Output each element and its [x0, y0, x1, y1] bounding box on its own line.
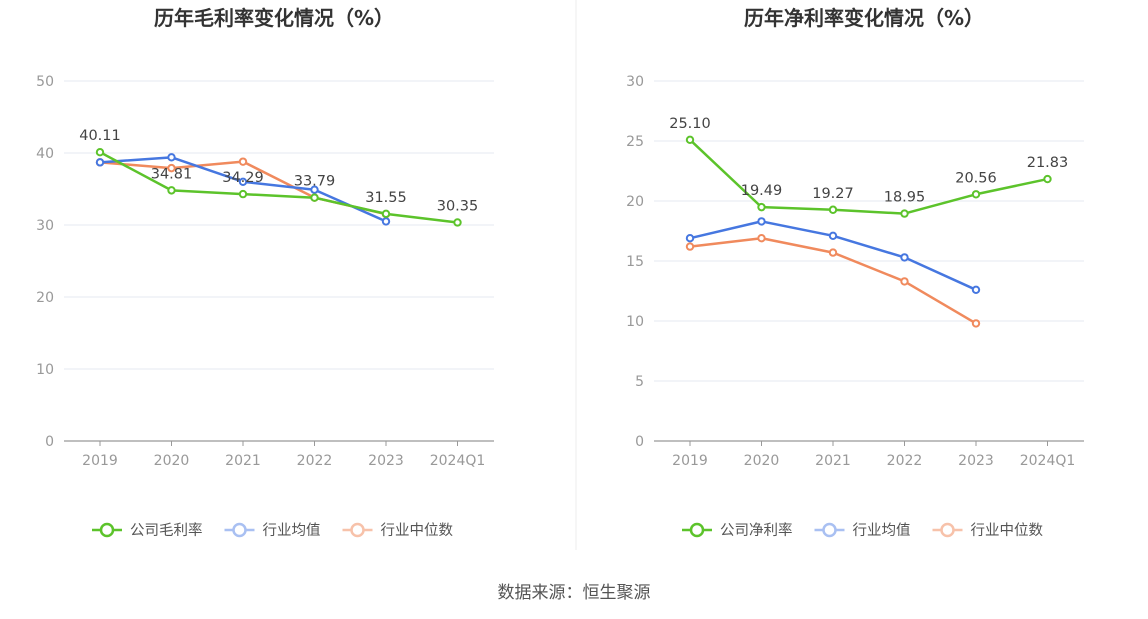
data-point	[900, 277, 909, 286]
legend-marker-icon	[822, 522, 837, 538]
y-tick-label: 25	[626, 134, 644, 150]
x-tick-label: 2024Q1	[1020, 453, 1076, 469]
legend-marker-icon	[350, 522, 365, 538]
series-avg	[685, 217, 981, 294]
series-line-company	[689, 138, 1048, 215]
data-point	[971, 285, 981, 294]
x-tick-label: 2020	[154, 453, 190, 469]
legend-item-company[interactable]: 公司净利率	[682, 522, 793, 539]
series-company	[685, 135, 1052, 218]
data-label: 40.11	[79, 128, 121, 144]
y-tick-label: 0	[635, 434, 644, 450]
data-label: 21.83	[1027, 155, 1069, 171]
y-tick-label: 10	[626, 314, 644, 330]
x-tick-label: 2024Q1	[430, 453, 486, 469]
x-tick-label: 2022	[297, 453, 333, 469]
y-tick-label: 20	[626, 194, 644, 210]
series-company	[95, 148, 462, 227]
data-label: 30.35	[437, 198, 479, 214]
data-point	[685, 135, 695, 145]
data-point	[971, 190, 981, 199]
data-point	[757, 217, 766, 226]
x-tick-label: 2021	[815, 453, 851, 469]
legend-label: 公司毛利率	[130, 522, 203, 539]
data-point	[828, 205, 838, 214]
y-tick-label: 50	[36, 74, 54, 90]
x-tick-label: 2023	[368, 453, 404, 469]
legend-label: 行业均值	[853, 522, 911, 539]
series-line-company	[99, 151, 458, 224]
data-point	[238, 157, 248, 166]
series-avg	[95, 153, 391, 226]
data-label: 34.29	[222, 170, 264, 186]
data-label: 34.81	[151, 166, 193, 182]
data-source: 数据来源：恒生聚源	[498, 583, 651, 603]
legend-item-avg[interactable]: 行业均值	[224, 522, 321, 539]
data-label: 20.56	[955, 170, 997, 186]
data-point	[971, 319, 981, 328]
data-label: 19.27	[812, 186, 854, 202]
series-median	[95, 157, 391, 219]
net-margin-chart: 历年净利率变化情况（%） 0 5 10 15 20 25 30 2019 2020 2021 2022…	[626, 6, 1084, 539]
y-tick-label: 10	[36, 362, 54, 378]
series-median	[685, 234, 981, 328]
x-tick-label: 2022	[887, 453, 923, 469]
data-point	[310, 185, 319, 194]
data-point	[453, 218, 462, 227]
y-tick-label: 15	[626, 254, 644, 270]
legend-marker-icon	[940, 522, 955, 538]
data-point	[381, 209, 391, 219]
legend-item-company[interactable]: 公司毛利率	[92, 522, 203, 539]
legend-item-avg[interactable]: 行业均值	[814, 522, 911, 539]
data-point	[1043, 174, 1052, 184]
x-tick-label: 2019	[672, 453, 708, 469]
legend-item-median[interactable]: 行业中位数	[342, 522, 454, 539]
data-label: 33.79	[294, 174, 336, 190]
data-point	[167, 186, 176, 195]
data-point	[381, 217, 391, 226]
y-tick-label: 30	[626, 74, 644, 90]
legend-label: 行业均值	[263, 522, 321, 539]
y-tick-label: 5	[635, 374, 644, 390]
data-point	[238, 177, 248, 187]
data-label: 31.55	[365, 190, 407, 206]
data-point	[95, 148, 105, 157]
legend-marker-icon	[689, 522, 705, 538]
data-label: 18.95	[884, 190, 926, 206]
y-tick-label: 20	[36, 290, 54, 306]
data-point	[685, 242, 695, 251]
data-point	[95, 158, 105, 167]
legend-label: 公司净利率	[720, 522, 793, 539]
data-point	[167, 153, 176, 162]
data-label: 25.10	[669, 116, 711, 132]
chart-title: 历年净利率变化情况（%）	[744, 6, 984, 30]
chart-title: 历年毛利率变化情况（%）	[154, 6, 394, 30]
data-point	[757, 234, 766, 243]
x-tick-label: 2019	[82, 453, 118, 469]
data-point	[238, 189, 248, 199]
data-label: 19.49	[741, 183, 783, 199]
x-tick-label: 2020	[744, 453, 780, 469]
data-point	[828, 231, 838, 241]
x-tick-label: 2023	[958, 453, 994, 469]
data-point	[900, 253, 909, 262]
data-point	[310, 193, 319, 202]
legend-label: 行业中位数	[971, 522, 1044, 539]
legend-label: 行业中位数	[381, 522, 454, 539]
y-tick-label: 40	[36, 146, 54, 162]
data-point	[828, 248, 838, 257]
data-point	[685, 234, 695, 243]
data-point	[900, 209, 909, 218]
legend-item-median[interactable]: 行业中位数	[932, 522, 1044, 539]
x-tick-label: 2021	[225, 453, 261, 469]
y-tick-label: 30	[36, 218, 54, 234]
legend-marker-icon	[99, 522, 115, 538]
legend-marker-icon	[232, 522, 247, 538]
gross-margin-chart: 历年毛利率变化情况（%） 0 10 20 30 40 50 2019 2020 2021 2022 2…	[36, 6, 494, 539]
data-point	[757, 202, 766, 212]
y-tick-label: 0	[45, 434, 54, 450]
data-point	[167, 163, 176, 173]
